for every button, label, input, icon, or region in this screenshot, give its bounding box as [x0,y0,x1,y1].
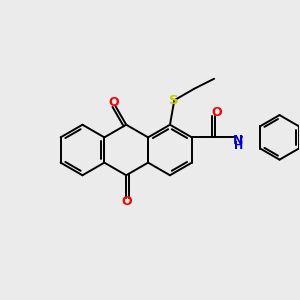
Text: S: S [169,94,179,107]
Text: O: O [121,195,131,208]
Text: H: H [234,141,243,151]
Text: N: N [233,134,243,147]
Text: O: O [108,96,119,109]
Text: O: O [211,106,222,119]
